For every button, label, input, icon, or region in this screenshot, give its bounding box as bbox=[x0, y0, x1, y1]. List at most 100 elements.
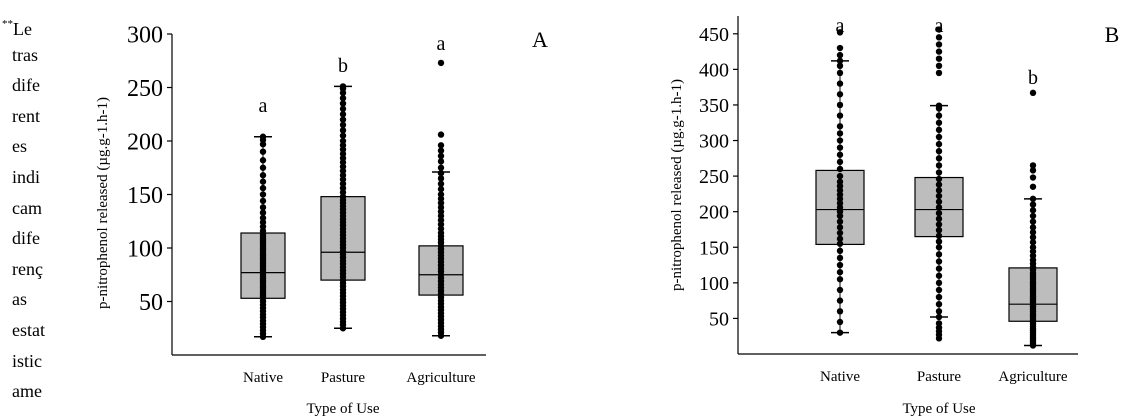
data-point bbox=[935, 119, 943, 126]
data-point bbox=[935, 272, 943, 279]
data-point bbox=[836, 57, 844, 65]
significance-letter: b bbox=[1028, 67, 1038, 89]
data-point bbox=[437, 131, 445, 138]
y-tick-label: 150 bbox=[127, 183, 163, 209]
data-point bbox=[935, 215, 943, 222]
data-point bbox=[836, 240, 844, 247]
data-point bbox=[836, 235, 844, 242]
box-agriculture: a Agriculture bbox=[406, 33, 475, 386]
data-point bbox=[437, 164, 445, 171]
data-point bbox=[935, 226, 943, 234]
side-note-text: dife bbox=[12, 228, 40, 249]
side-note-text: rent bbox=[12, 105, 40, 126]
data-point bbox=[935, 112, 943, 119]
side-note: **Le tras dife rent es indi cam dife renç as estat… bbox=[0, 0, 56, 418]
data-point bbox=[437, 142, 445, 149]
data-point bbox=[836, 229, 844, 237]
side-note-text: Le bbox=[13, 19, 32, 39]
data-point bbox=[437, 147, 445, 154]
data-point bbox=[935, 26, 943, 33]
data-point bbox=[935, 140, 943, 148]
data-point bbox=[836, 297, 844, 304]
data-point bbox=[437, 169, 445, 177]
data-point bbox=[259, 148, 267, 155]
data-point bbox=[935, 148, 943, 155]
data-point bbox=[836, 318, 844, 326]
data-point bbox=[259, 204, 267, 211]
box-pasture: a Pasture bbox=[914, 15, 964, 385]
data-point bbox=[836, 91, 844, 98]
data-point bbox=[437, 158, 445, 165]
significance-letter: a bbox=[437, 33, 446, 55]
data-point bbox=[259, 214, 267, 222]
data-point bbox=[935, 308, 943, 315]
y-tick-label: 400 bbox=[699, 59, 729, 81]
data-point bbox=[935, 320, 943, 327]
y-tick-label: 200 bbox=[699, 202, 729, 224]
data-point bbox=[836, 51, 844, 59]
side-note-line: dife bbox=[12, 228, 40, 248]
data-point bbox=[836, 80, 844, 87]
data-point bbox=[935, 126, 943, 134]
data-point bbox=[1029, 207, 1037, 214]
data-point bbox=[339, 116, 347, 123]
data-point bbox=[836, 151, 844, 158]
data-point bbox=[1029, 201, 1037, 208]
data-point bbox=[836, 165, 844, 173]
data-point bbox=[836, 112, 844, 119]
data-point bbox=[339, 111, 347, 118]
data-point bbox=[437, 185, 445, 193]
side-note-line: **Le bbox=[2, 14, 32, 39]
data-point bbox=[437, 59, 445, 67]
data-point bbox=[935, 238, 943, 245]
data-point bbox=[935, 204, 943, 211]
y-tick-label: 50 bbox=[709, 308, 729, 330]
data-point bbox=[1029, 239, 1037, 246]
data-point bbox=[259, 209, 267, 216]
box-native: a Native bbox=[240, 95, 286, 386]
data-point bbox=[1029, 195, 1037, 203]
side-note-text: es bbox=[12, 136, 27, 157]
data-point bbox=[1029, 234, 1037, 241]
side-note-line: tras bbox=[12, 45, 38, 65]
y-axis-label: p-nitrophenol released (µg.g-1.h-1) bbox=[95, 97, 111, 309]
data-point bbox=[259, 197, 267, 205]
y-tick-label: 450 bbox=[699, 24, 729, 46]
data-point bbox=[1029, 89, 1037, 97]
data-point bbox=[836, 137, 844, 144]
data-point bbox=[836, 224, 844, 231]
data-point bbox=[259, 184, 267, 192]
data-point bbox=[836, 308, 844, 315]
side-note-line: as bbox=[12, 289, 27, 309]
chart-panel-B: 50 100 150 200 250 300 350 400 450 p-nitrophenol … bbox=[669, 15, 1119, 417]
y-tick-label: 50 bbox=[139, 290, 163, 316]
data-point bbox=[935, 69, 943, 77]
data-point bbox=[836, 178, 844, 185]
data-point bbox=[836, 261, 844, 269]
data-point bbox=[259, 191, 267, 198]
data-point bbox=[1029, 229, 1037, 236]
data-point bbox=[935, 300, 943, 308]
side-note-line: estat bbox=[12, 320, 45, 340]
y-tick-label: 100 bbox=[127, 236, 163, 262]
data-point bbox=[935, 62, 943, 70]
data-point bbox=[836, 172, 844, 180]
data-point bbox=[1029, 244, 1037, 251]
data-point bbox=[935, 244, 943, 251]
data-point bbox=[339, 105, 347, 113]
data-point bbox=[339, 132, 347, 139]
data-point bbox=[935, 155, 943, 162]
side-note-line: cam bbox=[12, 198, 42, 218]
significance-letter: a bbox=[259, 95, 268, 117]
side-note-line: dife bbox=[12, 75, 40, 95]
data-point bbox=[836, 247, 844, 255]
category-label: Agriculture bbox=[998, 369, 1067, 385]
data-point bbox=[437, 180, 445, 187]
data-point bbox=[836, 286, 844, 294]
side-note-line: es bbox=[12, 136, 27, 156]
category-label: Pasture bbox=[917, 369, 962, 385]
data-point bbox=[935, 192, 943, 200]
data-point bbox=[836, 69, 844, 77]
y-tick-label: 150 bbox=[699, 237, 729, 259]
data-point bbox=[836, 44, 844, 52]
